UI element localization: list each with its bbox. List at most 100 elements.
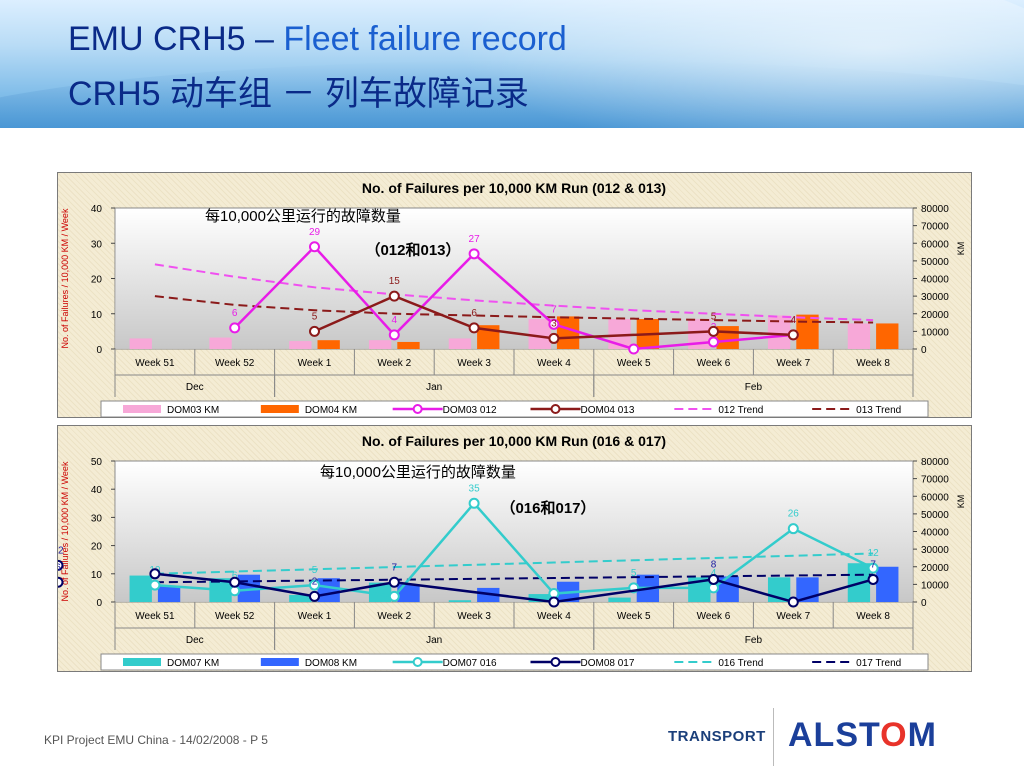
legend-label: 012 Trend	[718, 405, 763, 416]
trend-012-trend	[154, 263, 874, 322]
bar-dom08-km	[317, 578, 340, 602]
point-dom07-016	[787, 523, 799, 535]
data-label-dom07-016: 6	[232, 571, 238, 582]
y2-tick-label: 40000	[921, 275, 949, 286]
legend-label: DOM04 KM	[305, 405, 357, 416]
month-label: Feb	[745, 382, 763, 393]
bar-dom07-km	[448, 600, 472, 602]
slide-header: EMU CRH5 – Fleet failure record CRH5 动车组…	[0, 0, 1024, 128]
legend-marker-dom07-016	[412, 657, 423, 667]
x-tick-label: Week 52	[215, 358, 255, 369]
point-dom04-013	[388, 290, 400, 302]
month-label: Jan	[426, 382, 442, 393]
bar-dom03-km	[129, 338, 152, 349]
bar-dom08-km	[876, 566, 899, 602]
x-tick-label: Week 6	[697, 611, 731, 622]
legend-label: DOM03 KM	[167, 405, 219, 416]
month-label: Dec	[186, 635, 204, 646]
x-tick-label: Week 3	[457, 358, 491, 369]
x-tick-label: Week 4	[537, 611, 571, 622]
bar-dom03-km	[209, 337, 232, 349]
y-tick-label: 0	[96, 598, 102, 609]
point-dom04-013	[708, 325, 719, 337]
data-label-dom08-017: 8	[711, 559, 717, 570]
y2-tick-label: 30000	[921, 545, 949, 556]
x-tick-label: Week 5	[617, 358, 651, 369]
point-dom08-017	[229, 576, 241, 588]
y2-tick-label: 0	[921, 345, 927, 356]
legend-label: DOM04 013	[581, 405, 635, 416]
bar-dom03-km	[368, 340, 392, 349]
x-tick-label: Week 8	[856, 358, 890, 369]
data-label-dom07-016: 12	[868, 548, 880, 559]
data-label-dom03-012: 29	[309, 227, 321, 238]
data-label-dom03-012: 6	[232, 308, 238, 319]
y2-tick-label: 60000	[921, 492, 949, 503]
line-dom03-012	[233, 244, 794, 351]
y2-tick-label: 70000	[921, 475, 949, 486]
y2-axis-label: KM	[956, 495, 966, 509]
y-tick-label: 10	[91, 570, 103, 581]
annotation-line2: （012和013）	[365, 241, 460, 259]
x-tick-label: Week 3	[457, 611, 491, 622]
point-dom08-017	[708, 573, 719, 585]
point-dom07-016	[388, 590, 400, 602]
legend-swatch-dom03-km	[123, 405, 161, 413]
data-label-dom07-016: 5	[312, 565, 318, 576]
legend	[100, 400, 929, 417]
line-dom04-013	[313, 294, 794, 340]
legend-marker-dom08-017	[550, 657, 561, 667]
legend-label: DOM07 016	[443, 658, 497, 669]
point-dom08-017	[388, 576, 400, 588]
x-tick-label: Week 2	[377, 611, 411, 622]
line-dom07-016	[154, 501, 874, 598]
y-tick-label: 30	[91, 513, 103, 524]
chart-title: No. of Failures per 10,000 KM Run (016 &…	[362, 433, 666, 449]
chart-failures-016-017: No. of Failures per 10,000 KM Run (016 &…	[57, 425, 972, 672]
point-dom03-012	[468, 248, 480, 260]
bar-dom03-km	[767, 315, 791, 349]
trend-013-trend	[154, 295, 874, 324]
bar-dom03-km	[528, 319, 551, 349]
data-label-dom08-017: 7	[870, 559, 876, 570]
footer-divider	[773, 708, 774, 766]
line-dom08-017	[154, 572, 874, 604]
y2-tick-label: 20000	[921, 563, 949, 574]
y-tick-label: 20	[91, 275, 103, 286]
bar-dom03-km	[608, 319, 631, 349]
y-tick-label: 40	[91, 485, 103, 496]
legend-label: DOM08 017	[581, 658, 635, 669]
x-tick-label: Week 52	[215, 611, 255, 622]
bar-dom07-km	[528, 594, 551, 602]
bar-dom04-km	[876, 323, 899, 349]
data-label-dom04-013: 5	[312, 311, 318, 322]
legend-label: 013 Trend	[856, 405, 901, 416]
point-dom07-016	[309, 579, 320, 591]
header-highlight	[384, 0, 1024, 128]
x-tick-label: Week 7	[776, 358, 810, 369]
data-label-dom08-017: 7	[392, 562, 398, 573]
legend-label: 017 Trend	[856, 658, 901, 669]
data-label-dom07-016: 35	[469, 483, 481, 494]
legend-marker-dom03-012	[412, 404, 423, 414]
y2-tick-label: 50000	[921, 510, 949, 521]
point-dom04-013	[548, 332, 560, 344]
y2-tick-label: 30000	[921, 292, 949, 303]
month-label: Dec	[186, 382, 204, 393]
chart-svg-012-013: No. of Failures per 10,000 KM Run (012 &…	[60, 180, 966, 417]
point-dom08-017	[309, 590, 320, 602]
slide-title-chinese: CRH5 动车组 － 列车故障记录	[68, 75, 529, 113]
x-tick-label: Week 2	[377, 358, 411, 369]
y-tick-label: 40	[91, 204, 103, 215]
y-tick-label: 0	[96, 345, 102, 356]
annotation-line1: 每10,000公里运行的故障数量	[205, 207, 401, 225]
point-dom04-013	[309, 325, 320, 337]
y-axis-label: No. of Failures / 10,000 KM / Week	[60, 461, 70, 601]
bar-dom07-km	[289, 594, 312, 602]
y2-axis-label: KM	[956, 242, 966, 256]
data-label-dom07-016: 26	[788, 509, 800, 520]
y2-tick-label: 0	[921, 598, 927, 609]
y2-tick-label: 10000	[921, 327, 949, 338]
data-label-dom04-013: 3	[551, 318, 557, 329]
y-tick-label: 50	[91, 457, 103, 468]
